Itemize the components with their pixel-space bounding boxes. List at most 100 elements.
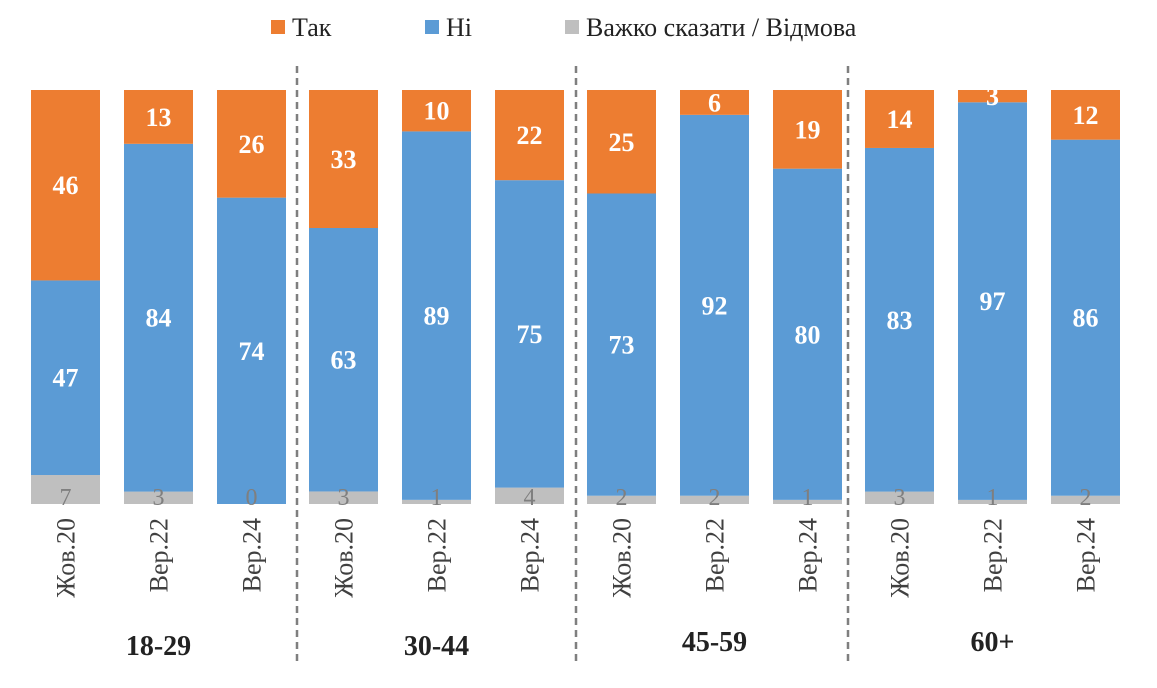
data-label-no: 86 — [1073, 304, 1099, 333]
bar-segment-dk — [680, 495, 749, 504]
data-label-no: 83 — [887, 306, 913, 335]
data-label-no: 73 — [609, 331, 635, 360]
data-label-dk: 4 — [524, 485, 536, 511]
category-tick-label: Вер.22 — [701, 518, 730, 592]
stacked-bar: 25 73 2 — [587, 90, 656, 511]
data-label-dk: 3 — [894, 485, 906, 511]
bar-segment-dk — [402, 499, 471, 504]
bar-segment-yes — [1051, 90, 1120, 140]
data-label-yes: 6 — [708, 88, 721, 117]
category-tick-label: Вер.24 — [238, 518, 267, 592]
bar-segment-dk — [1051, 495, 1120, 504]
data-label-no: 92 — [702, 291, 728, 320]
bar-segment-dk — [587, 495, 656, 504]
legend-swatch-no — [425, 20, 439, 34]
stacked-bar: 3 97 1 — [958, 82, 1027, 511]
data-label-yes: 3 — [986, 82, 999, 111]
data-label-dk: 2 — [709, 485, 721, 511]
data-label-yes: 14 — [887, 105, 913, 134]
data-label-dk: 1 — [802, 485, 814, 511]
stacked-bar: 26 74 0 — [217, 90, 286, 511]
bar-segment-no — [1051, 139, 1120, 496]
category-tick-label: Вер.24 — [516, 518, 545, 592]
bar-segment-yes — [124, 90, 193, 144]
bar-segment-yes — [958, 90, 1027, 103]
data-label-yes: 46 — [53, 171, 79, 200]
group-label: 18-29 — [126, 631, 191, 662]
stacked-bar: 12 86 2 — [1051, 90, 1120, 511]
bar-segment-dk — [309, 491, 378, 504]
bar-segment-dk — [495, 487, 564, 504]
stacked-bar: 33 63 3 — [309, 90, 378, 511]
bar-segment-no — [309, 228, 378, 492]
stacked-bar: 13 84 3 — [124, 90, 193, 511]
bars: 4647713843267403363310891227542573269221… — [31, 82, 1120, 511]
bar-segment-yes — [587, 90, 656, 194]
bar-segment-no — [958, 102, 1027, 500]
bar-segment-no — [587, 193, 656, 496]
stacked-bar: 14 83 3 — [865, 90, 934, 511]
bar-segment-no — [495, 180, 564, 488]
bar-segment-yes — [217, 90, 286, 198]
stacked-bar: 22 75 4 — [495, 90, 564, 511]
bar-segment-no — [217, 197, 286, 504]
legend-label-no: Ні — [446, 13, 472, 42]
data-label-no: 97 — [980, 287, 1006, 316]
category-tick-label: Жов.20 — [886, 518, 915, 598]
category-ticks: Жов.20 Вер.22 Вер.24 Жов.20 Вер.22 Вер.24 Жов.… — [52, 518, 1101, 598]
bar-segment-yes — [402, 90, 471, 132]
bar-segment-dk — [31, 475, 100, 504]
category-tick-label: Вер.24 — [1072, 518, 1101, 592]
data-label-dk: 1 — [987, 485, 999, 511]
bar-segment-no — [124, 143, 193, 492]
data-label-dk: 2 — [616, 485, 628, 511]
group-labels: 18-29 30-44 45-59 60+ — [126, 627, 1015, 662]
data-label-no: 74 — [239, 337, 265, 366]
data-label-no: 84 — [146, 304, 172, 333]
bar-segment-dk — [958, 499, 1027, 504]
category-tick-label: Вер.22 — [423, 518, 452, 592]
legend: Так Ні Важко сказати / Відмова — [271, 13, 857, 42]
data-label-dk: 2 — [1080, 485, 1092, 511]
bar-segment-yes — [680, 90, 749, 115]
data-label-dk: 7 — [60, 485, 72, 511]
category-tick-label: Вер.22 — [979, 518, 1008, 592]
bar-segment-no — [402, 131, 471, 500]
stacked-bar: 6 92 2 — [680, 88, 749, 511]
legend-label-yes: Так — [292, 13, 332, 42]
bar-segment-yes — [309, 90, 378, 228]
data-label-yes: 19 — [795, 115, 821, 144]
data-label-no: 63 — [331, 346, 357, 375]
bar-segment-yes — [495, 90, 564, 181]
bar-segment-yes — [865, 90, 934, 148]
category-tick-label: Жов.20 — [608, 518, 637, 598]
category-tick-label: Вер.24 — [794, 518, 823, 592]
data-label-dk: 3 — [338, 485, 350, 511]
group-label: 60+ — [971, 627, 1015, 658]
data-label-no: 75 — [517, 320, 543, 349]
data-label-no: 47 — [53, 364, 79, 393]
data-label-yes: 33 — [331, 145, 357, 174]
data-label-yes: 26 — [239, 130, 265, 159]
legend-label-dk: Важко сказати / Відмова — [586, 13, 857, 42]
data-label-yes: 12 — [1073, 101, 1099, 130]
group-label: 45-59 — [682, 627, 747, 658]
group-separators — [295, 66, 850, 664]
data-label-dk: 1 — [431, 485, 443, 511]
bar-segment-dk — [865, 491, 934, 504]
data-label-no: 89 — [424, 302, 450, 331]
bar-segment-dk — [124, 491, 193, 504]
stacked-bar: 46 47 7 — [31, 90, 100, 511]
data-label-yes: 10 — [424, 97, 450, 126]
data-label-dk: 0 — [246, 485, 258, 511]
data-label-yes: 25 — [609, 128, 635, 157]
legend-swatch-yes — [271, 20, 285, 34]
bar-segment-no — [31, 280, 100, 476]
category-tick-label: Вер.22 — [145, 518, 174, 592]
stacked-bar: 19 80 1 — [773, 90, 842, 511]
bar-segment-yes — [773, 90, 842, 169]
bar-segment-no — [865, 147, 934, 492]
bar-segment-no — [773, 168, 842, 500]
data-label-dk: 3 — [153, 485, 165, 511]
